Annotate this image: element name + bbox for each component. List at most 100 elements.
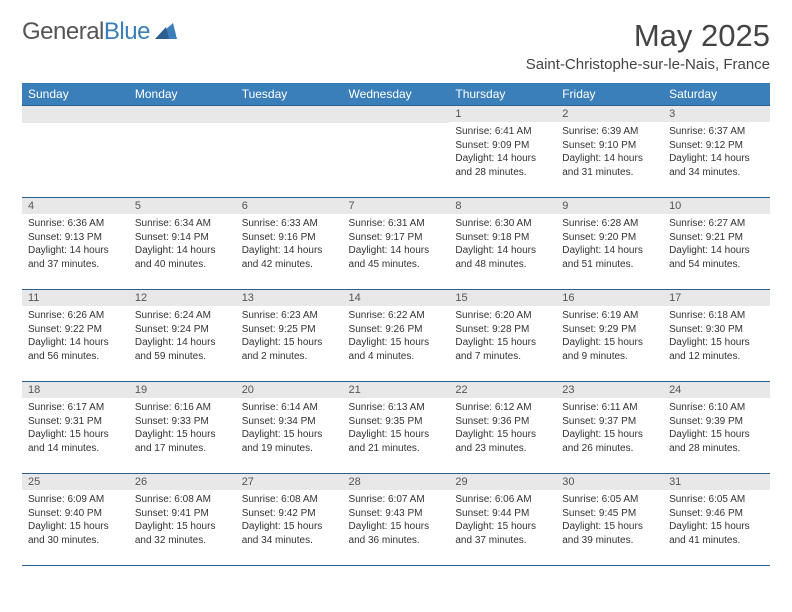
weekday-header: Sunday — [22, 83, 129, 106]
daylight-text: Daylight: 15 hours — [349, 428, 444, 442]
day-number: 4 — [22, 198, 129, 214]
day-number: 9 — [556, 198, 663, 214]
daylight-text: Daylight: 15 hours — [28, 428, 123, 442]
sunrise-text: Sunrise: 6:30 AM — [455, 217, 550, 231]
sunrise-text: Sunrise: 6:31 AM — [349, 217, 444, 231]
day-content: Sunrise: 6:08 AMSunset: 9:41 PMDaylight:… — [129, 490, 236, 550]
daylight-text: Daylight: 15 hours — [135, 428, 230, 442]
logo-text-2: Blue — [104, 18, 150, 45]
daylight-text: and 17 minutes. — [135, 442, 230, 456]
day-content: Sunrise: 6:37 AMSunset: 9:12 PMDaylight:… — [663, 122, 770, 182]
calendar-day-cell — [236, 106, 343, 198]
daylight-text: and 26 minutes. — [562, 442, 657, 456]
sunrise-text: Sunrise: 6:11 AM — [562, 401, 657, 415]
day-number: 7 — [343, 198, 450, 214]
day-number: 11 — [22, 290, 129, 306]
daylight-text: and 7 minutes. — [455, 350, 550, 364]
calendar-day-cell: 3Sunrise: 6:37 AMSunset: 9:12 PMDaylight… — [663, 106, 770, 198]
day-content: Sunrise: 6:39 AMSunset: 9:10 PMDaylight:… — [556, 122, 663, 182]
calendar-day-cell — [22, 106, 129, 198]
sunrise-text: Sunrise: 6:06 AM — [455, 493, 550, 507]
daylight-text: Daylight: 15 hours — [455, 336, 550, 350]
calendar-day-cell: 10Sunrise: 6:27 AMSunset: 9:21 PMDayligh… — [663, 198, 770, 290]
sunrise-text: Sunrise: 6:33 AM — [242, 217, 337, 231]
day-content: Sunrise: 6:07 AMSunset: 9:43 PMDaylight:… — [343, 490, 450, 550]
daylight-text: and 42 minutes. — [242, 258, 337, 272]
calendar-day-cell: 15Sunrise: 6:20 AMSunset: 9:28 PMDayligh… — [449, 290, 556, 382]
day-number-bar — [236, 106, 343, 123]
day-content: Sunrise: 6:05 AMSunset: 9:46 PMDaylight:… — [663, 490, 770, 550]
day-number: 25 — [22, 474, 129, 490]
day-content: Sunrise: 6:10 AMSunset: 9:39 PMDaylight:… — [663, 398, 770, 458]
day-number: 10 — [663, 198, 770, 214]
daylight-text: and 9 minutes. — [562, 350, 657, 364]
day-number: 26 — [129, 474, 236, 490]
sunset-text: Sunset: 9:25 PM — [242, 323, 337, 337]
sunset-text: Sunset: 9:24 PM — [135, 323, 230, 337]
sunset-text: Sunset: 9:45 PM — [562, 507, 657, 521]
sunset-text: Sunset: 9:29 PM — [562, 323, 657, 337]
daylight-text: Daylight: 14 hours — [455, 152, 550, 166]
daylight-text: and 59 minutes. — [135, 350, 230, 364]
sunset-text: Sunset: 9:46 PM — [669, 507, 764, 521]
day-number: 24 — [663, 382, 770, 398]
day-number: 12 — [129, 290, 236, 306]
weekday-header: Monday — [129, 83, 236, 106]
daylight-text: Daylight: 15 hours — [562, 336, 657, 350]
sunrise-text: Sunrise: 6:13 AM — [349, 401, 444, 415]
sunrise-text: Sunrise: 6:27 AM — [669, 217, 764, 231]
daylight-text: and 23 minutes. — [455, 442, 550, 456]
daylight-text: Daylight: 15 hours — [455, 428, 550, 442]
calendar-day-cell: 31Sunrise: 6:05 AMSunset: 9:46 PMDayligh… — [663, 474, 770, 566]
sunrise-text: Sunrise: 6:28 AM — [562, 217, 657, 231]
daylight-text: and 34 minutes. — [669, 166, 764, 180]
sunset-text: Sunset: 9:20 PM — [562, 231, 657, 245]
day-content: Sunrise: 6:06 AMSunset: 9:44 PMDaylight:… — [449, 490, 556, 550]
day-number: 16 — [556, 290, 663, 306]
day-number: 13 — [236, 290, 343, 306]
calendar-week-row: 18Sunrise: 6:17 AMSunset: 9:31 PMDayligh… — [22, 382, 770, 474]
sunset-text: Sunset: 9:16 PM — [242, 231, 337, 245]
day-content: Sunrise: 6:28 AMSunset: 9:20 PMDaylight:… — [556, 214, 663, 274]
daylight-text: Daylight: 15 hours — [562, 428, 657, 442]
title-block: May 2025 Saint-Christophe-sur-le-Nais, F… — [526, 18, 770, 73]
daylight-text: and 12 minutes. — [669, 350, 764, 364]
sunset-text: Sunset: 9:14 PM — [135, 231, 230, 245]
calendar-day-cell: 27Sunrise: 6:08 AMSunset: 9:42 PMDayligh… — [236, 474, 343, 566]
sunset-text: Sunset: 9:21 PM — [669, 231, 764, 245]
calendar-day-cell: 21Sunrise: 6:13 AMSunset: 9:35 PMDayligh… — [343, 382, 450, 474]
daylight-text: and 40 minutes. — [135, 258, 230, 272]
day-number-bar — [22, 106, 129, 123]
calendar-day-cell: 13Sunrise: 6:23 AMSunset: 9:25 PMDayligh… — [236, 290, 343, 382]
day-number: 6 — [236, 198, 343, 214]
weekday-header: Wednesday — [343, 83, 450, 106]
daylight-text: and 41 minutes. — [669, 534, 764, 548]
calendar-header-row: SundayMondayTuesdayWednesdayThursdayFrid… — [22, 83, 770, 106]
daylight-text: and 2 minutes. — [242, 350, 337, 364]
day-number: 8 — [449, 198, 556, 214]
day-content: Sunrise: 6:09 AMSunset: 9:40 PMDaylight:… — [22, 490, 129, 550]
calendar-day-cell: 14Sunrise: 6:22 AMSunset: 9:26 PMDayligh… — [343, 290, 450, 382]
weekday-header: Friday — [556, 83, 663, 106]
daylight-text: and 48 minutes. — [455, 258, 550, 272]
day-content: Sunrise: 6:26 AMSunset: 9:22 PMDaylight:… — [22, 306, 129, 366]
sunrise-text: Sunrise: 6:05 AM — [562, 493, 657, 507]
logo: GeneralBlue — [22, 18, 177, 46]
calendar-day-cell: 24Sunrise: 6:10 AMSunset: 9:39 PMDayligh… — [663, 382, 770, 474]
day-content: Sunrise: 6:20 AMSunset: 9:28 PMDaylight:… — [449, 306, 556, 366]
day-content: Sunrise: 6:27 AMSunset: 9:21 PMDaylight:… — [663, 214, 770, 274]
logo-triangle-icon — [155, 21, 177, 44]
day-content: Sunrise: 6:19 AMSunset: 9:29 PMDaylight:… — [556, 306, 663, 366]
day-content: Sunrise: 6:13 AMSunset: 9:35 PMDaylight:… — [343, 398, 450, 458]
calendar-day-cell — [343, 106, 450, 198]
sunset-text: Sunset: 9:35 PM — [349, 415, 444, 429]
sunrise-text: Sunrise: 6:36 AM — [28, 217, 123, 231]
sunset-text: Sunset: 9:40 PM — [28, 507, 123, 521]
day-number: 15 — [449, 290, 556, 306]
day-content: Sunrise: 6:11 AMSunset: 9:37 PMDaylight:… — [556, 398, 663, 458]
day-number: 30 — [556, 474, 663, 490]
daylight-text: Daylight: 15 hours — [135, 520, 230, 534]
sunset-text: Sunset: 9:13 PM — [28, 231, 123, 245]
sunrise-text: Sunrise: 6:41 AM — [455, 125, 550, 139]
sunrise-text: Sunrise: 6:19 AM — [562, 309, 657, 323]
